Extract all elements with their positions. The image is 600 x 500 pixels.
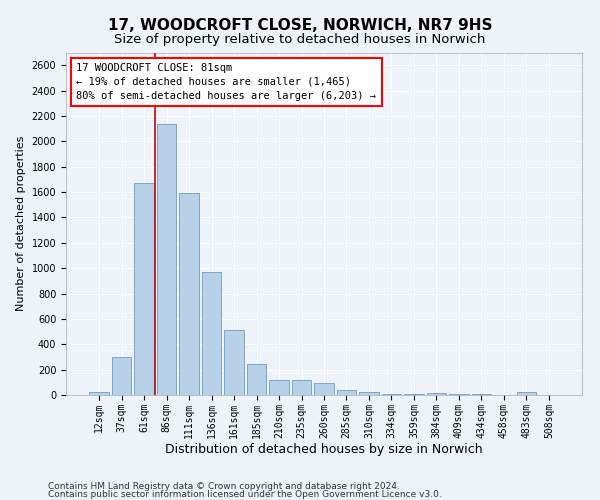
Bar xyxy=(157,124,176,395)
Bar xyxy=(314,383,334,395)
Bar xyxy=(359,392,379,395)
Bar xyxy=(449,394,469,395)
Bar xyxy=(89,392,109,395)
Text: Size of property relative to detached houses in Norwich: Size of property relative to detached ho… xyxy=(115,32,485,46)
Bar xyxy=(224,330,244,395)
Y-axis label: Number of detached properties: Number of detached properties xyxy=(16,136,26,312)
Bar xyxy=(427,393,446,395)
Bar xyxy=(247,364,266,395)
Bar xyxy=(202,272,221,395)
Bar xyxy=(179,192,199,395)
Bar xyxy=(269,380,289,395)
Text: Contains HM Land Registry data © Crown copyright and database right 2024.: Contains HM Land Registry data © Crown c… xyxy=(48,482,400,491)
Bar xyxy=(337,390,356,395)
Bar xyxy=(292,380,311,395)
X-axis label: Distribution of detached houses by size in Norwich: Distribution of detached houses by size … xyxy=(165,444,483,456)
Bar xyxy=(472,394,491,395)
Bar xyxy=(112,357,131,395)
Bar xyxy=(382,394,401,395)
Bar xyxy=(134,183,154,395)
Bar xyxy=(404,394,424,395)
Text: 17, WOODCROFT CLOSE, NORWICH, NR7 9HS: 17, WOODCROFT CLOSE, NORWICH, NR7 9HS xyxy=(108,18,492,32)
Bar xyxy=(517,392,536,395)
Text: 17 WOODCROFT CLOSE: 81sqm
← 19% of detached houses are smaller (1,465)
80% of se: 17 WOODCROFT CLOSE: 81sqm ← 19% of detac… xyxy=(76,63,376,101)
Text: Contains public sector information licensed under the Open Government Licence v3: Contains public sector information licen… xyxy=(48,490,442,499)
